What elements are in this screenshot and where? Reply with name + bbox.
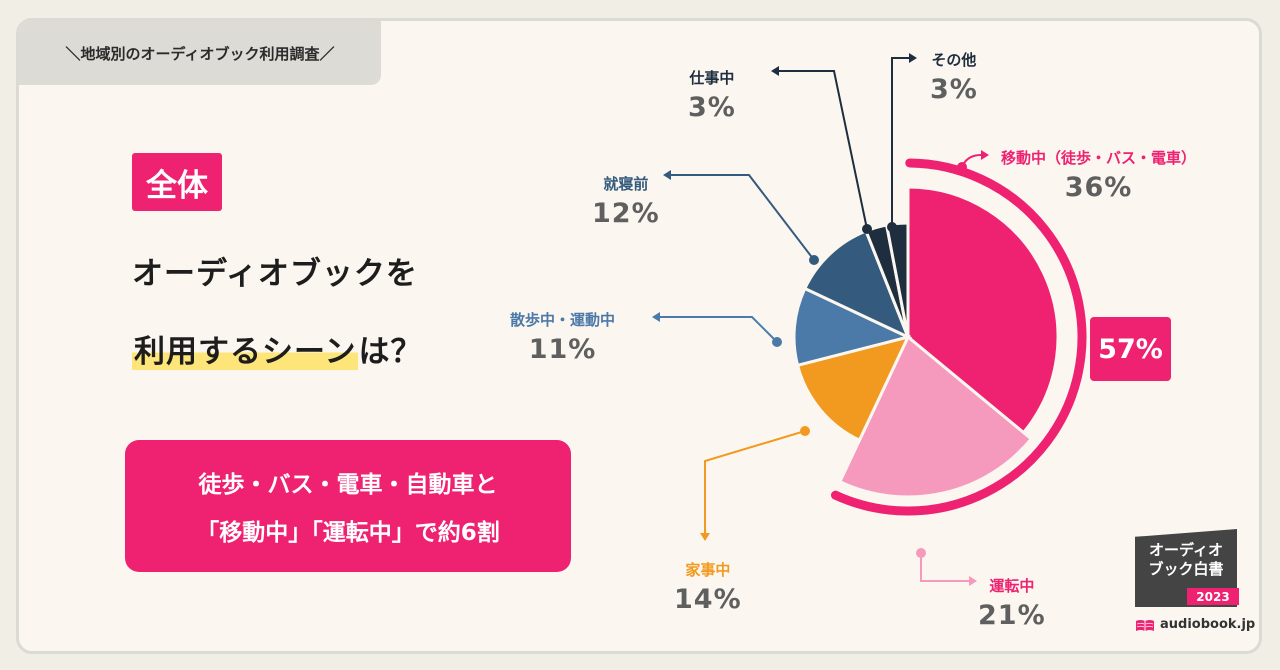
label-driving-name: 運転中 <box>989 577 1035 595</box>
pie-chart <box>652 53 1087 586</box>
leader-line-3 <box>660 316 778 343</box>
label-housework-value: 14% <box>674 584 742 615</box>
logo-text-line-2: ブック白書 <box>1148 560 1224 578</box>
pie-slice-2 <box>795 334 911 443</box>
header-tag: ＼地域別のオーディオブック利用調査／ <box>19 21 381 85</box>
label-housework-name: 家事中 <box>685 561 731 579</box>
label-bedtime: 就寝前 12% <box>592 173 660 229</box>
overall-badge: 全体 <box>132 153 222 211</box>
leader-dot-2 <box>809 255 819 265</box>
label-housework: 家事中 14% <box>674 559 742 615</box>
pie-slice-6 <box>884 221 910 338</box>
leader-dot-1 <box>887 222 897 232</box>
leader-line-4 <box>704 430 806 533</box>
question-highlight: 利用するシーン <box>132 334 359 370</box>
label-driving: 運転中 21% <box>978 575 1046 631</box>
summary-line-2: 「移動中」「運転中」で約6割 <box>196 520 500 546</box>
pie-slice-3 <box>792 286 913 368</box>
label-commute-value: 36% <box>1064 172 1133 203</box>
infographic-card: ＼地域別のオーディオブック利用調査／ 全体 オーディオブックを 利用するシーンは… <box>16 18 1262 654</box>
label-work-value: 3% <box>688 92 736 123</box>
site-name: audiobook.jp <box>1160 617 1256 632</box>
label-other-value: 3% <box>930 74 978 105</box>
label-walking: 散歩中・運動中 11% <box>510 309 615 365</box>
leader-arrow-3 <box>652 312 660 322</box>
label-walking-value: 11% <box>528 334 597 365</box>
leader-line-1 <box>891 57 909 227</box>
label-commute: 移動中（徒歩・バス・電車） 36% <box>1001 147 1196 203</box>
question-line-2: 利用するシーンは？ <box>132 326 422 371</box>
leader-arrow-1 <box>909 53 917 63</box>
commute-marker-line <box>961 154 982 168</box>
logo-year: 2023 <box>1187 588 1239 605</box>
label-work: 仕事中 3% <box>688 67 736 123</box>
label-walking-name: 散歩中・運動中 <box>510 311 616 329</box>
pie-slice-1 <box>837 334 1034 499</box>
group-total-badge: 57% <box>1090 317 1171 381</box>
leader-dot-5 <box>916 548 926 558</box>
question-rest: は？ <box>358 334 423 370</box>
label-commute-name: 移動中（徒歩・バス・電車） <box>1001 149 1197 167</box>
leader-arrow-0 <box>771 66 779 76</box>
leader-dot-4 <box>800 426 810 436</box>
leader-arrow-5 <box>969 576 977 586</box>
label-bedtime-name: 就寝前 <box>603 175 649 193</box>
leader-dot-0 <box>862 224 872 234</box>
label-other-name: その他 <box>931 51 977 69</box>
label-driving-value: 21% <box>978 600 1046 631</box>
leader-line-5 <box>920 553 969 582</box>
pie-slice-0 <box>906 185 1060 435</box>
summary-line-1: 徒歩・バス・電車・自動車と <box>198 472 498 498</box>
group-total-arc <box>830 158 1087 516</box>
leader-line-2 <box>671 174 815 261</box>
summary-box: 徒歩・バス・電車・自動車と 「移動中」「運転中」で約6割 <box>125 440 571 572</box>
site-credit: audiobook.jp <box>1135 617 1255 632</box>
leader-arrow-4 <box>700 533 710 541</box>
commute-marker-arrow <box>981 150 989 160</box>
leader-dot-3 <box>772 337 782 347</box>
logo-text: オーディオ ブック白書 <box>1135 541 1237 579</box>
audiobook-whitepaper-logo: オーディオ ブック白書 2023 <box>1135 529 1239 609</box>
label-work-name: 仕事中 <box>689 69 735 87</box>
label-bedtime-value: 12% <box>592 198 660 229</box>
open-book-icon <box>1136 619 1154 631</box>
question-line-1: オーディオブックを <box>132 256 418 292</box>
leader-arrow-2 <box>663 170 671 180</box>
logo-text-line-1: オーディオ <box>1149 541 1223 559</box>
leader-line-0 <box>779 70 868 230</box>
label-other: その他 3% <box>930 49 978 105</box>
